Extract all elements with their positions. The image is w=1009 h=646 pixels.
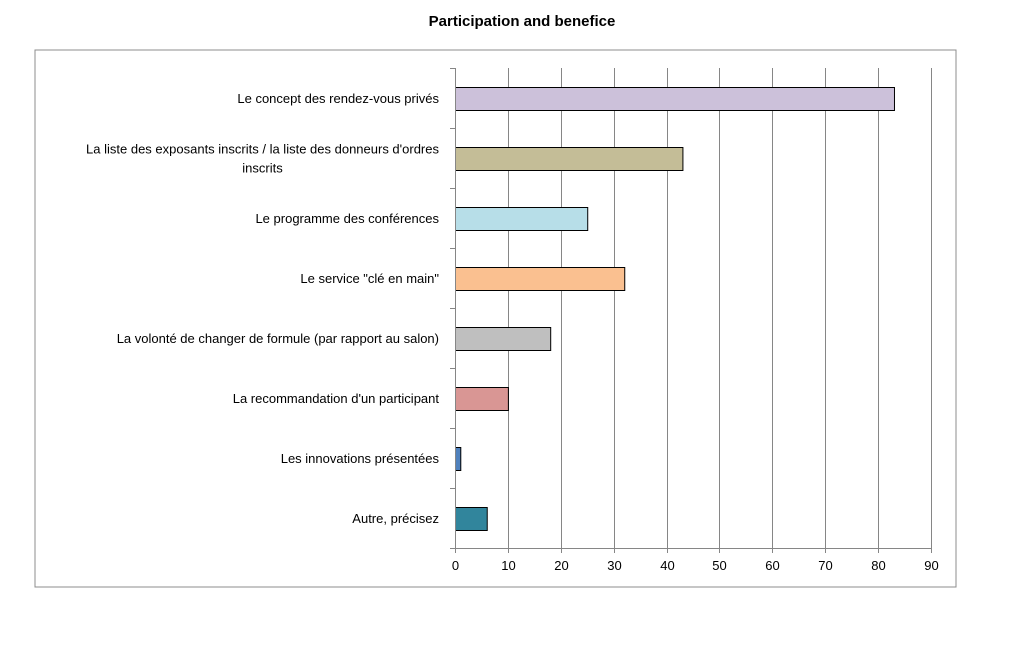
category-labels: Le concept des rendez-vous privés La list… bbox=[86, 91, 439, 526]
x-tick-label: 40 bbox=[660, 558, 674, 573]
x-tick-label: 30 bbox=[607, 558, 621, 573]
category-label-line: inscrits bbox=[242, 161, 283, 176]
category-label: Le programme des conférences bbox=[255, 211, 439, 226]
category-label: Les innovations présentées bbox=[281, 451, 440, 466]
x-tick-label: 60 bbox=[765, 558, 779, 573]
plot-frame bbox=[34, 49, 957, 588]
bar bbox=[455, 207, 589, 231]
bar bbox=[455, 87, 895, 111]
chart-title: Participation and benefice bbox=[429, 13, 616, 30]
category-label: La recommandation d'un participant bbox=[233, 391, 440, 406]
bar bbox=[455, 507, 488, 531]
bar bbox=[455, 267, 626, 291]
x-tick-label: 80 bbox=[871, 558, 885, 573]
category-label: Autre, précisez bbox=[352, 511, 439, 526]
bar bbox=[455, 387, 509, 411]
x-tick-label: 20 bbox=[554, 558, 568, 573]
category-label: Le service "clé en main" bbox=[300, 271, 439, 286]
x-tick-label: 0 bbox=[452, 558, 459, 573]
x-tick-label: 50 bbox=[712, 558, 726, 573]
category-label: Le concept des rendez-vous privés bbox=[237, 91, 439, 106]
x-tick-label: 10 bbox=[501, 558, 515, 573]
x-tick-label: 70 bbox=[818, 558, 832, 573]
category-label-line: La liste des exposants inscrits / la lis… bbox=[86, 142, 439, 157]
x-tick-labels: 0 10 20 30 40 50 60 70 80 90 bbox=[452, 558, 939, 573]
bar bbox=[455, 327, 552, 351]
bar bbox=[455, 147, 684, 171]
x-tick-label: 90 bbox=[924, 558, 938, 573]
category-label: La liste des exposants inscrits / la lis… bbox=[86, 142, 439, 176]
axes bbox=[450, 68, 932, 553]
category-label: La volonté de changer de formule (par ra… bbox=[117, 331, 439, 346]
bar bbox=[455, 447, 462, 471]
